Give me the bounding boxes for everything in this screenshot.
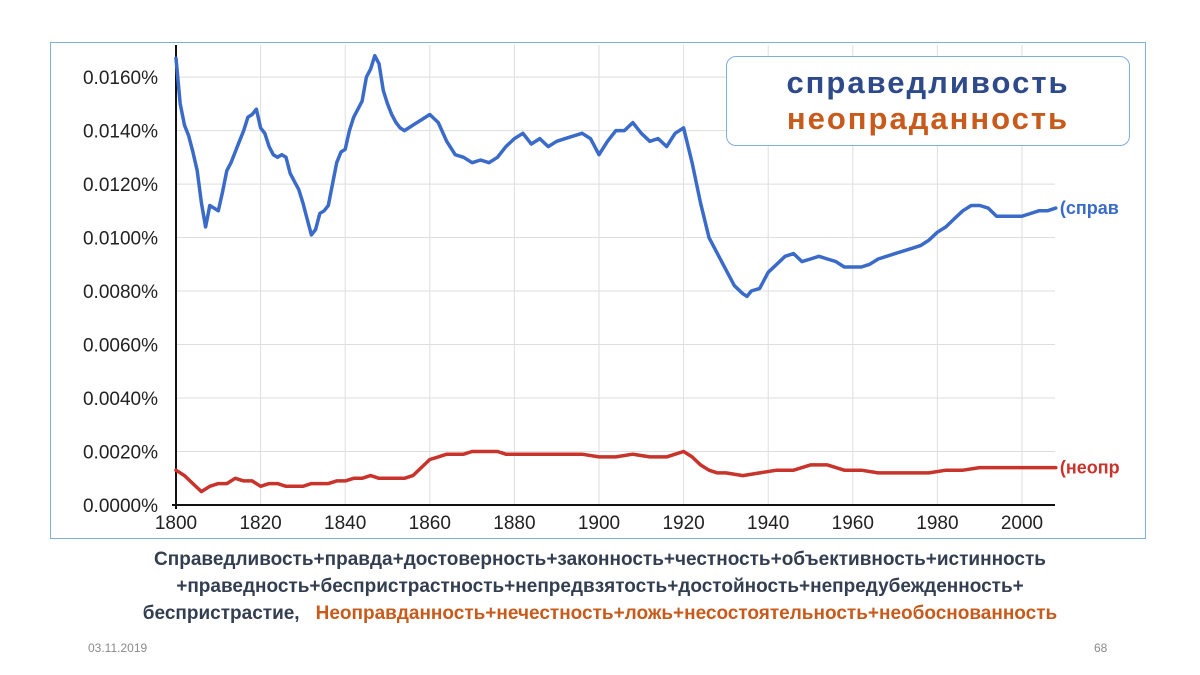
x-tick-label: 1880 — [493, 513, 535, 534]
series-line-unjustified — [174, 449, 1058, 494]
y-tick-label: 0.0140% — [83, 122, 158, 143]
series-end-label-unjustified: (неопр — [1060, 458, 1120, 478]
series-line-justice — [174, 53, 1058, 299]
caption-justice-terms: беспристрастие, — [142, 603, 300, 624]
caption-unjustified-terms: Неоправданность+нечестность+ложь+несосто… — [315, 603, 1058, 624]
x-tick-label: 1920 — [662, 513, 704, 534]
y-tick-label: 0.0100% — [83, 229, 158, 250]
y-tick-label: 0.0080% — [83, 282, 158, 303]
series-end-label-justice: (справ — [1060, 198, 1119, 218]
y-tick-label: 0.0000% — [83, 496, 158, 517]
slide-page-number: 68 — [1094, 641, 1108, 655]
y-tick-label: 0.0120% — [83, 175, 158, 196]
chart-frame — [50, 42, 1146, 539]
legend-entry-justice: справедливость — [786, 65, 1070, 100]
y-tick-label: 0.0060% — [83, 336, 158, 357]
x-tick-label: 1840 — [324, 513, 366, 534]
legend: справедливость неопраданность — [726, 56, 1130, 146]
caption-line-2: +праведность+беспристрастность+непредвзя… — [176, 576, 1024, 597]
line-chart: 0.0000% 0.0020% 0.0040% 0.0060% 0.0080% 0.010… — [83, 45, 1120, 534]
caption: Справедливость+правда+достоверность+зако… — [40, 546, 1160, 627]
caption-line-3: беспристрастие, Неоправданность+нечестнос… — [40, 600, 1160, 627]
y-tick-label: 0.0040% — [83, 389, 158, 410]
x-tick-label: 1800 — [155, 513, 197, 534]
x-tick-label: 2000 — [1001, 513, 1043, 534]
x-tick-label: 1960 — [832, 513, 874, 534]
slide-date: 03.11.2019 — [88, 641, 148, 655]
x-tick-label: 1980 — [916, 513, 958, 534]
caption-line-1: Справедливость+правда+достоверность+зако… — [154, 549, 1046, 570]
legend-entry-unjustified: неопраданность — [786, 101, 1070, 136]
x-tick-label: 1900 — [578, 513, 620, 534]
y-tick-label: 0.0160% — [83, 68, 158, 89]
y-tick-label: 0.0020% — [83, 443, 158, 464]
x-tick-label: 1820 — [239, 513, 281, 534]
x-tick-label: 1860 — [409, 513, 451, 534]
x-tick-label: 1940 — [747, 513, 789, 534]
